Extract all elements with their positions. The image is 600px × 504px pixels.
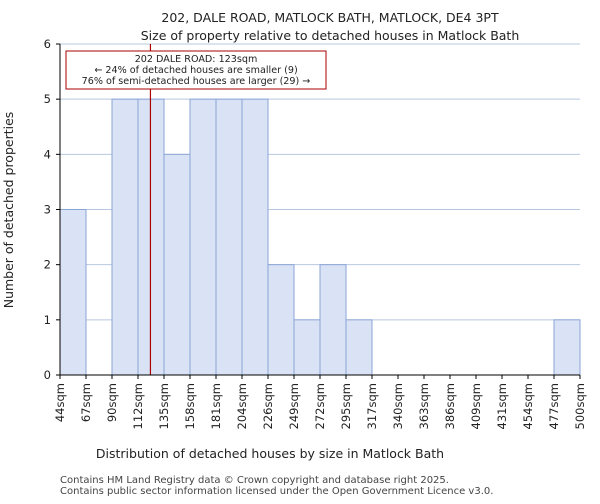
- x-tick-label: 454sqm: [521, 383, 535, 429]
- x-tick-label: 181sqm: [209, 383, 223, 429]
- annotation: 202 DALE ROAD: 123sqm ← 24% of detached …: [65, 50, 327, 90]
- x-tick-label: 317sqm: [365, 383, 379, 429]
- footer-line-1: Contains HM Land Registry data © Crown c…: [60, 475, 449, 486]
- bar: [553, 319, 581, 376]
- x-tick-label: 409sqm: [469, 383, 483, 429]
- annotation-line-1: 202 DALE ROAD: 123sqm: [135, 54, 258, 65]
- x-tick-label: 500sqm: [573, 383, 587, 429]
- bar: [111, 98, 139, 376]
- x-tick-label: 386sqm: [443, 383, 457, 429]
- x-tick-label: 90sqm: [105, 383, 119, 422]
- x-tick-label: 249sqm: [287, 383, 301, 429]
- x-tick-label: 431sqm: [495, 383, 509, 429]
- x-tick-label: 477sqm: [547, 383, 561, 429]
- x-tick-label: 112sqm: [131, 383, 145, 429]
- x-tick-label: 340sqm: [391, 383, 405, 429]
- y-ticks: 0 1 2 3 4 5 6: [44, 37, 60, 382]
- x-ticks: 44sqm 67sqm 90sqm 112sqm 135sqm 158sqm 181sqm 2…: [53, 375, 587, 429]
- y-tick-label: 0: [44, 368, 51, 382]
- bar: [345, 319, 373, 376]
- bar: [59, 209, 87, 376]
- x-tick-label: 67sqm: [79, 383, 93, 422]
- y-tick-label: 3: [44, 203, 51, 217]
- bar: [319, 264, 347, 376]
- bar: [215, 98, 243, 376]
- annotation-line-3: 76% of semi-detached houses are larger (…: [82, 76, 311, 87]
- bar: [293, 319, 321, 376]
- annotation-line-2: ← 24% of detached houses are smaller (9): [94, 65, 297, 76]
- footer-line-2: Contains public sector information licen…: [60, 486, 493, 497]
- y-tick-label: 6: [44, 37, 51, 51]
- chart-subtitle: Size of property relative to detached ho…: [141, 28, 520, 43]
- x-tick-label: 158sqm: [183, 383, 197, 429]
- y-axis-label: Number of detached properties: [1, 112, 16, 309]
- y-tick-label: 4: [44, 147, 51, 161]
- x-axis-label: Distribution of detached houses by size …: [96, 446, 444, 461]
- chart-title: 202, DALE ROAD, MATLOCK BATH, MATLOCK, D…: [161, 10, 499, 25]
- bar: [241, 98, 269, 376]
- x-tick-label: 363sqm: [417, 383, 431, 429]
- bars: [59, 98, 581, 376]
- bar: [267, 264, 295, 376]
- x-tick-label: 226sqm: [261, 383, 275, 429]
- x-tick-label: 295sqm: [339, 383, 353, 429]
- annotation-box: [65, 50, 327, 90]
- x-tick-label: 135sqm: [157, 383, 171, 429]
- x-tick-label: 272sqm: [313, 383, 327, 429]
- y-tick-label: 5: [44, 92, 51, 106]
- x-tick-label: 204sqm: [235, 383, 249, 429]
- y-tick-label: 1: [44, 313, 51, 327]
- x-tick-label: 44sqm: [53, 383, 67, 422]
- bar: [189, 98, 217, 376]
- bar: [163, 153, 191, 376]
- y-tick-label: 2: [44, 258, 51, 272]
